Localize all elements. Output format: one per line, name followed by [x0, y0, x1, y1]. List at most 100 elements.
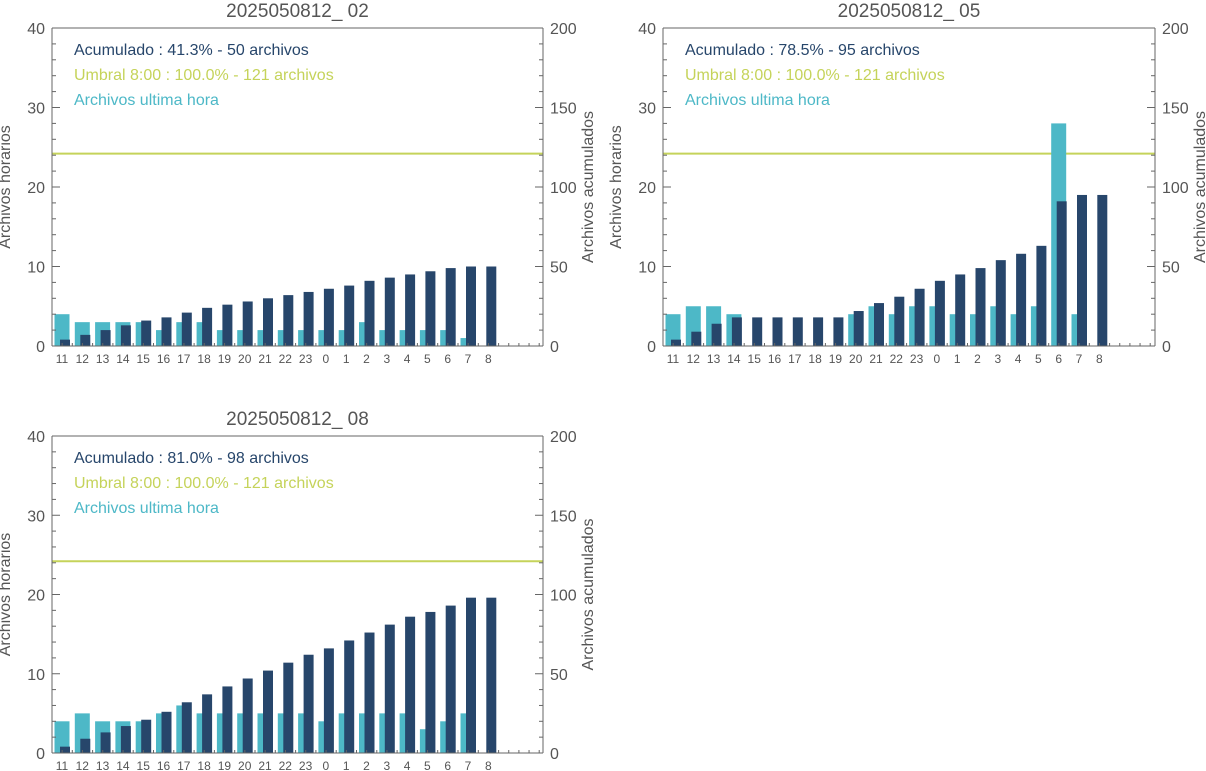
- x-tick-label: 23: [299, 352, 313, 366]
- cumulative-bar: [283, 295, 294, 346]
- cumulative-bar: [833, 317, 844, 346]
- left-tick-label: 30: [27, 508, 45, 525]
- x-tick-label: 14: [727, 352, 741, 366]
- legend-item: Archivos ultima hora: [685, 92, 830, 109]
- right-tick-label: 150: [550, 508, 577, 525]
- left-tick-label: 30: [27, 101, 45, 118]
- cumulative-bar: [242, 301, 253, 346]
- x-tick-label: 20: [238, 352, 252, 366]
- cumulative-bar: [955, 274, 966, 346]
- x-tick-label: 17: [177, 759, 191, 771]
- x-tick-label: 0: [323, 352, 330, 366]
- x-tick-label: 12: [76, 352, 90, 366]
- cumulative-bar: [691, 331, 702, 346]
- y-axis-label-left: Archivos horarios: [0, 125, 14, 249]
- left-tick-label: 0: [36, 339, 45, 356]
- right-tick-label: 100: [1162, 180, 1189, 197]
- left-tick-label: 0: [647, 339, 656, 356]
- cumulative-bar: [405, 616, 416, 753]
- left-tick-label: 20: [27, 180, 45, 197]
- x-tick-label: 14: [116, 352, 130, 366]
- x-tick-label: 0: [323, 759, 330, 771]
- legend-item: Archivos ultima hora: [74, 92, 219, 109]
- x-tick-label: 3: [383, 759, 390, 771]
- cumulative-bar: [161, 711, 172, 753]
- left-tick-label: 30: [638, 101, 656, 118]
- cumulative-bar: [445, 605, 456, 753]
- cumulative-bar: [202, 307, 213, 346]
- cumulative-bar: [405, 274, 416, 346]
- right-tick-label: 0: [550, 746, 559, 763]
- cumulative-bar: [813, 317, 824, 346]
- cumulative-bar: [1097, 194, 1108, 346]
- cumulative-bar: [975, 268, 986, 346]
- right-tick-label: 0: [1162, 339, 1171, 356]
- left-tick-label: 40: [27, 21, 45, 38]
- cumulative-bar: [914, 288, 925, 346]
- x-tick-label: 16: [768, 352, 782, 366]
- x-tick-label: 2: [363, 759, 370, 771]
- cumulative-bar: [995, 260, 1006, 346]
- cumulative-bar: [181, 702, 192, 753]
- x-tick-label: 23: [299, 759, 313, 771]
- x-tick-label: 11: [667, 352, 680, 366]
- x-tick-label: 15: [137, 759, 151, 771]
- right-tick-label: 200: [550, 21, 577, 38]
- cumulative-bar: [364, 280, 375, 346]
- x-tick-label: 1: [954, 352, 961, 366]
- cumulative-bar: [263, 298, 273, 346]
- right-tick-label: 0: [550, 339, 559, 356]
- cumulative-bar: [874, 303, 884, 346]
- cumulative-bar: [425, 611, 436, 753]
- cumulative-bar: [181, 312, 192, 346]
- x-tick-label: 2: [974, 352, 981, 366]
- cumulative-bar: [323, 648, 334, 753]
- y-axis-label-left: Archivos horarios: [608, 125, 625, 249]
- right-tick-label: 100: [550, 588, 577, 605]
- x-tick-label: 18: [197, 352, 211, 366]
- x-tick-label: 15: [748, 352, 762, 366]
- cumulative-bar: [486, 597, 497, 753]
- cumulative-bar: [1016, 253, 1027, 346]
- right-tick-label: 50: [550, 260, 568, 277]
- cumulative-bar: [222, 304, 233, 346]
- cumulative-bar: [222, 686, 233, 753]
- right-tick-label: 50: [1162, 260, 1180, 277]
- legend-item: Acumulado : 41.3% - 50 archivos: [74, 42, 309, 59]
- y-axis-label-right: Archivos acumulados: [1192, 111, 1206, 263]
- left-tick-label: 0: [36, 746, 45, 763]
- cumulative-bar: [303, 291, 314, 346]
- x-tick-label: 6: [444, 352, 451, 366]
- x-tick-label: 19: [218, 352, 232, 366]
- x-tick-label: 8: [485, 759, 492, 771]
- x-tick-label: 2: [363, 352, 370, 366]
- x-tick-label: 4: [404, 759, 411, 771]
- cumulative-bar: [120, 325, 131, 346]
- x-tick-label: 20: [238, 759, 252, 771]
- cumulative-bar: [1036, 245, 1047, 346]
- x-tick-label: 1: [343, 352, 350, 366]
- x-tick-label: 0: [934, 352, 941, 366]
- x-tick-label: 22: [279, 759, 293, 771]
- left-tick-label: 10: [638, 260, 656, 277]
- cumulative-bar: [141, 719, 152, 753]
- cumulative-bar: [772, 317, 783, 346]
- x-tick-label: 4: [404, 352, 411, 366]
- hourly-bar: [54, 721, 70, 753]
- x-tick-label: 8: [485, 352, 492, 366]
- cumulative-bar: [1077, 194, 1087, 346]
- cumulative-bar: [80, 738, 91, 753]
- right-tick-label: 200: [550, 429, 577, 446]
- x-tick-label: 22: [890, 352, 904, 366]
- x-tick-label: 18: [197, 759, 211, 771]
- legend-item: Acumulado : 78.5% - 95 archivos: [685, 42, 920, 59]
- x-tick-label: 13: [96, 759, 110, 771]
- legend-item: Umbral 8:00 : 100.0% - 121 archivos: [74, 475, 334, 492]
- left-tick-label: 20: [27, 588, 45, 605]
- right-tick-label: 50: [550, 667, 568, 684]
- cumulative-bar: [263, 670, 273, 753]
- x-tick-label: 17: [788, 352, 802, 366]
- x-tick-label: 18: [808, 352, 822, 366]
